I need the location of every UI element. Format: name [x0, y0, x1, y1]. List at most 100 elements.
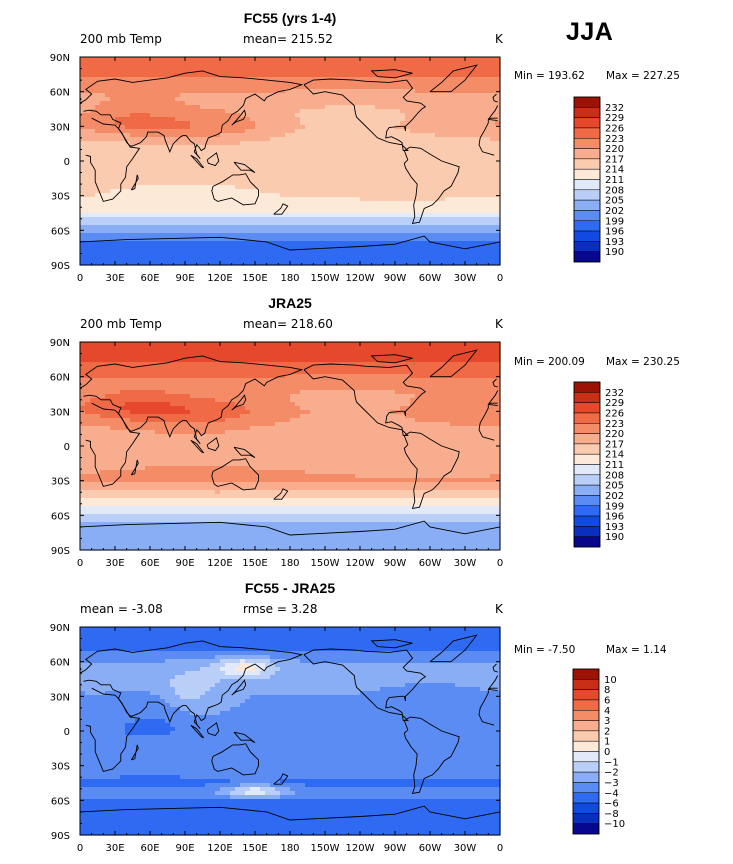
heatmap-cell [80, 346, 86, 351]
heatmap-cell [460, 257, 466, 262]
heatmap-cell [415, 129, 421, 134]
heatmap-cell [180, 129, 186, 134]
heatmap-cell [80, 185, 86, 190]
heatmap-cell [320, 342, 326, 347]
heatmap-cell [340, 209, 346, 214]
heatmap-cell [340, 177, 346, 182]
heatmap-cell [125, 65, 131, 70]
heatmap-cell [425, 346, 431, 351]
heatmap-cell [280, 189, 286, 194]
heatmap-cell [215, 249, 221, 254]
heatmap-cell [265, 57, 271, 62]
heatmap-cell [325, 153, 331, 158]
heatmap-cell [470, 237, 476, 242]
heatmap-cell [165, 257, 171, 262]
heatmap-cell [225, 193, 231, 198]
heatmap-cell [300, 181, 306, 186]
heatmap-cell [230, 145, 236, 150]
heatmap-cell [290, 157, 296, 162]
heatmap-cell [350, 233, 356, 238]
heatmap-cell [495, 141, 501, 146]
heatmap-cell [410, 354, 416, 359]
heatmap-cell [475, 69, 481, 74]
heatmap-cell [435, 221, 441, 226]
heatmap-cell [100, 193, 106, 198]
heatmap-cell [110, 217, 116, 222]
heatmap-cell [300, 350, 306, 355]
heatmap-cell [465, 105, 471, 110]
heatmap-cell [115, 205, 121, 210]
heatmap-cell [185, 362, 191, 367]
heatmap-cell [295, 197, 301, 202]
heatmap-cell [135, 165, 141, 170]
heatmap-cell [325, 129, 331, 134]
heatmap-cell [365, 245, 371, 250]
heatmap-cell [475, 350, 481, 355]
heatmap-cell [250, 209, 256, 214]
heatmap-cell [480, 185, 486, 190]
heatmap-cell [120, 129, 126, 134]
heatmap-cell [345, 233, 351, 238]
heatmap-cell [110, 257, 116, 262]
heatmap-cell [235, 205, 241, 210]
heatmap-cell [415, 189, 421, 194]
heatmap-cell [480, 157, 486, 162]
heatmap-cell [115, 85, 121, 90]
heatmap-cell [150, 57, 156, 62]
heatmap-cell [470, 217, 476, 222]
heatmap-cell [330, 261, 336, 266]
heatmap-cell [315, 209, 321, 214]
heatmap-cell [170, 153, 176, 158]
heatmap-cell [95, 85, 101, 90]
heatmap-cell [370, 197, 376, 202]
heatmap-cell [125, 97, 131, 102]
heatmap-cell [275, 161, 281, 166]
heatmap-cell [85, 137, 91, 142]
heatmap-cell [165, 133, 171, 138]
heatmap-cell [365, 137, 371, 142]
heatmap-cell [290, 65, 296, 70]
heatmap-cell [130, 189, 136, 194]
heatmap-cell [100, 358, 106, 363]
heatmap-cell [170, 65, 176, 70]
heatmap-cell [160, 169, 166, 174]
heatmap-cell [380, 245, 386, 250]
heatmap-cell [150, 205, 156, 210]
heatmap-cell [330, 93, 336, 98]
heatmap-cell [80, 233, 86, 238]
heatmap-cell [230, 65, 236, 70]
heatmap-cell [130, 225, 136, 230]
heatmap-cell [495, 101, 501, 106]
heatmap-cell [465, 101, 471, 106]
heatmap-cell [205, 217, 211, 222]
heatmap-cell [95, 354, 101, 359]
heatmap-cell [115, 241, 121, 246]
heatmap-cell [130, 141, 136, 146]
heatmap-cell [475, 225, 481, 230]
heatmap-cell [120, 69, 126, 74]
heatmap-cell [455, 153, 461, 158]
heatmap-cell [315, 165, 321, 170]
heatmap-cell [470, 85, 476, 90]
heatmap-cell [260, 346, 266, 351]
heatmap-cell [385, 358, 391, 363]
continent-outline [206, 152, 220, 167]
heatmap-cell [105, 89, 111, 94]
heatmap-cell [305, 346, 311, 351]
heatmap-cell [460, 181, 466, 186]
heatmap-cell [390, 113, 396, 118]
heatmap-cell [325, 145, 331, 150]
heatmap-cell [215, 350, 221, 355]
heatmap-cell [275, 129, 281, 134]
heatmap-cell [215, 193, 221, 198]
heatmap-cell [245, 153, 251, 158]
heatmap-cell [480, 217, 486, 222]
heatmap-cell [255, 105, 261, 110]
heatmap-cell [375, 225, 381, 230]
heatmap-cell [140, 225, 146, 230]
heatmap-cell [200, 342, 206, 347]
heatmap-cell [335, 61, 341, 66]
heatmap-cell [390, 225, 396, 230]
heatmap-cell [365, 350, 371, 355]
heatmap-cell [495, 77, 501, 82]
